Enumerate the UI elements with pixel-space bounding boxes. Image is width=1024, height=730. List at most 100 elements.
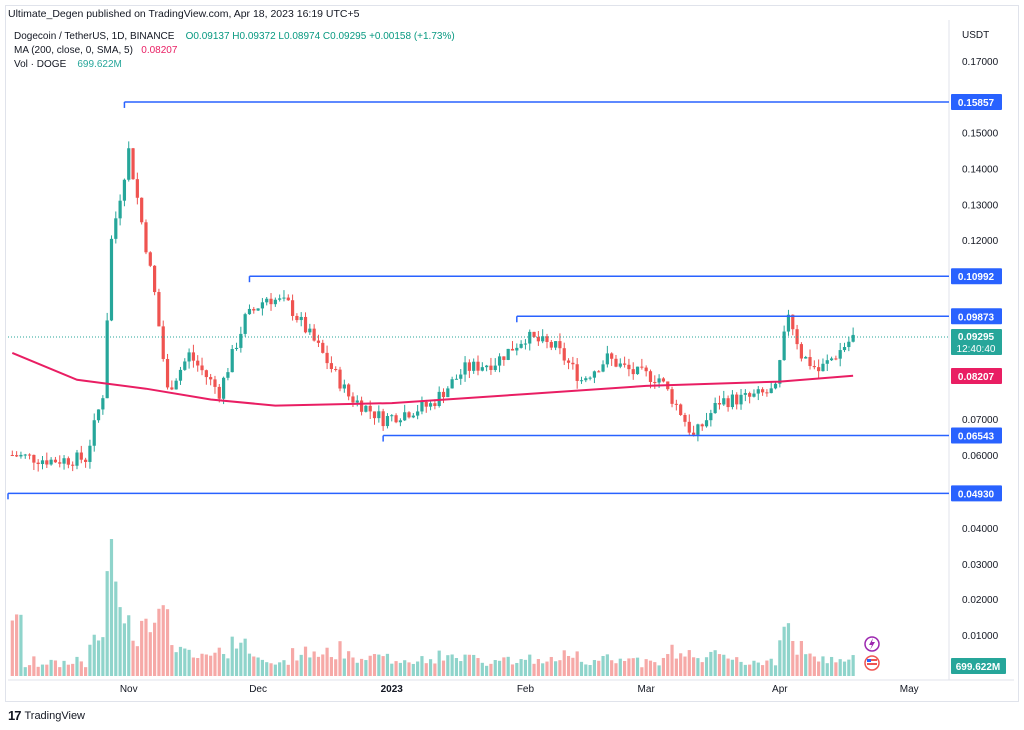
us-flag-icon[interactable]	[864, 655, 880, 671]
volume-bar	[49, 659, 53, 676]
volume-bar	[554, 661, 558, 676]
price-tick-label: 0.07000	[962, 415, 999, 426]
candle-body	[644, 367, 648, 372]
candle-body	[463, 362, 467, 375]
candle-body	[196, 360, 200, 366]
candle-body	[295, 315, 299, 321]
candle-body	[424, 401, 428, 407]
candle-body	[75, 452, 79, 466]
candle-body	[92, 420, 96, 446]
volume-bar	[691, 657, 696, 676]
ma-row[interactable]: MA (200, close, 0, SMA, 5) 0.08207	[14, 44, 455, 58]
symbol-label: Dogecoin / TetherUS, 1D, BINANCE	[14, 31, 175, 42]
volume-bar	[812, 656, 816, 676]
volume-bar	[122, 623, 127, 676]
volume-tick-label: 0.03000	[962, 560, 999, 571]
candle-body	[105, 320, 109, 399]
time-tick-label: Dec	[249, 684, 267, 695]
candle-body	[243, 314, 247, 334]
volume-bar	[730, 659, 735, 676]
vol-row[interactable]: Vol · DOGE 699.622M	[14, 58, 455, 72]
volume-bar	[303, 646, 308, 676]
candle-body	[316, 340, 321, 343]
volume-bar	[19, 614, 23, 676]
candle-body	[562, 348, 566, 361]
volume-bar	[528, 654, 532, 676]
event-icons[interactable]	[864, 636, 880, 671]
candle-body	[653, 381, 657, 383]
candle-body	[165, 358, 170, 388]
candle-body	[428, 403, 433, 407]
candle-body	[739, 394, 743, 405]
candle-body	[541, 336, 545, 342]
volume-bar	[566, 655, 571, 676]
volume-bar	[71, 663, 75, 676]
volume-bar	[480, 662, 484, 676]
candle-body	[359, 400, 364, 412]
candle-body	[592, 371, 597, 378]
volume-bar	[372, 654, 377, 676]
volume-bar	[118, 607, 122, 676]
volume-bar	[791, 640, 795, 676]
candle-body	[355, 400, 359, 403]
volume-bar	[347, 651, 351, 676]
candle-body	[748, 393, 752, 397]
candle-body	[454, 378, 459, 380]
volume-bar	[15, 614, 19, 676]
candle-body	[446, 388, 450, 398]
candle-body	[497, 356, 502, 366]
volume-bar	[381, 656, 385, 676]
volume-bar	[536, 659, 540, 676]
volume-bar	[40, 664, 45, 676]
volume-bar	[105, 571, 109, 676]
volume-bar	[433, 663, 437, 676]
candle-body	[84, 459, 88, 462]
level-lines[interactable]: 0.15857 0.10992 0.09873 0.06543 0.04930 0.092…	[7, 93, 1006, 674]
candle-body	[260, 302, 265, 309]
candle-body	[221, 377, 226, 399]
candle-body	[661, 378, 666, 382]
price-chart[interactable]: 0.15857 0.10992 0.09873 0.06543 0.04930 0.092…	[0, 0, 1024, 700]
candle-body	[506, 348, 510, 360]
volume-bar	[842, 661, 847, 676]
volume-bar	[58, 667, 62, 676]
candle-body	[385, 416, 390, 427]
volume-bar	[364, 660, 368, 676]
volume-bar	[709, 651, 713, 676]
volume-bar	[226, 658, 230, 676]
volume-bar	[752, 660, 756, 676]
candles	[10, 141, 855, 472]
volume-bar	[804, 654, 808, 676]
footer-brand[interactable]: 17 TradingView	[8, 708, 85, 723]
volume-bar	[394, 661, 398, 676]
candle-body	[252, 308, 256, 311]
candle-body	[411, 415, 415, 418]
ma-line	[11, 351, 854, 407]
candle-body	[472, 361, 476, 371]
volume-bar	[355, 662, 359, 676]
volume-bars	[10, 539, 855, 676]
candle-body	[256, 308, 260, 311]
volume-bar	[200, 653, 204, 676]
volume-bar	[446, 655, 450, 676]
volume-bar	[239, 642, 243, 676]
candle-body	[515, 347, 519, 351]
volume-bar	[213, 652, 217, 676]
volume-bar	[743, 664, 747, 676]
lightning-icon[interactable]	[864, 636, 880, 652]
candle-body	[717, 403, 722, 405]
volume-bar	[321, 654, 325, 676]
candle-body	[614, 358, 618, 367]
candle-body	[847, 341, 851, 348]
candle-body	[817, 367, 821, 372]
candle-body	[58, 462, 62, 464]
volume-bar	[472, 654, 476, 676]
candle-body	[19, 454, 23, 457]
volume-bar	[614, 663, 618, 676]
volume-bar	[644, 659, 648, 676]
symbol-row[interactable]: Dogecoin / TetherUS, 1D, BINANCE O0.0913…	[14, 30, 455, 44]
candle-body	[683, 414, 687, 422]
candle-body	[161, 326, 165, 359]
price-tick-label: 0.15000	[962, 129, 999, 140]
candle-body	[799, 344, 803, 359]
